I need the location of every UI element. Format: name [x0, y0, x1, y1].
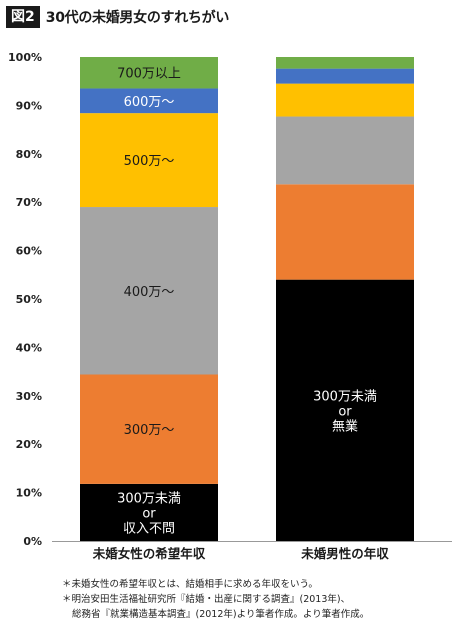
data-label: 300万～ — [124, 423, 175, 438]
bar-segment — [276, 68, 414, 84]
bar-segment — [276, 83, 414, 117]
chart-header: 図2 30代の未婚男女のすれちがい — [6, 6, 229, 28]
footnote-definition: ＊未婚女性の希望年収とは、結婚相手に求める年収をいう。 — [62, 579, 318, 590]
figure-label: 図2 — [6, 6, 40, 28]
x-category-label: 未婚男性の年収 — [300, 546, 389, 561]
bar-segment — [80, 207, 218, 375]
data-label: 500万～ — [124, 154, 175, 169]
bar-segment — [276, 57, 414, 69]
y-tick-label: 0% — [23, 535, 42, 548]
bar-segment — [276, 279, 414, 541]
bar-segment — [80, 57, 218, 89]
footnote-source-continued: 総務省『就業構造基本調査』(2012年)より筆者作成。より筆者作成。 — [72, 609, 370, 620]
data-label: or — [142, 506, 156, 521]
bar-segment — [80, 88, 218, 114]
chart-title: 30代の未婚男女のすれちがい — [45, 10, 230, 26]
stacked-bar-chart: 0%10%20%30%40%50%60%70%80%90%100%300万未満o… — [8, 51, 452, 561]
y-tick-label: 30% — [16, 390, 42, 403]
footnotes: ＊未婚女性の希望年収とは、結婚相手に求める年収をいう。 ＊明治安田生活福祉研究所… — [62, 577, 369, 622]
data-label: or — [338, 404, 352, 419]
y-tick-label: 60% — [16, 245, 42, 258]
bar-segment — [276, 116, 414, 185]
data-label: 600万～ — [124, 95, 175, 110]
bar-segment — [80, 483, 218, 541]
data-label: 無業 — [332, 418, 358, 434]
bar-segment — [80, 113, 218, 208]
data-label: 300万未満 — [313, 389, 377, 404]
y-tick-label: 80% — [16, 148, 42, 161]
y-tick-label: 70% — [16, 196, 42, 209]
bar-segment — [276, 184, 414, 280]
data-label: 400万～ — [124, 285, 175, 300]
data-label: 収入不問 — [123, 521, 175, 536]
y-tick-label: 100% — [8, 51, 42, 64]
data-label: 300万未満 — [117, 491, 181, 506]
bar-segment — [80, 374, 218, 484]
x-category-label: 未婚女性の希望年収 — [92, 546, 206, 561]
y-tick-label: 40% — [16, 341, 42, 354]
y-tick-label: 50% — [16, 293, 42, 306]
data-label: 700万以上 — [117, 67, 181, 82]
y-tick-label: 10% — [16, 487, 42, 500]
y-tick-label: 90% — [16, 99, 42, 112]
y-tick-label: 20% — [16, 438, 42, 451]
footnote-source: ＊明治安田生活福祉研究所『結婚・出産に関する調査』(2013年)、 — [62, 594, 351, 605]
